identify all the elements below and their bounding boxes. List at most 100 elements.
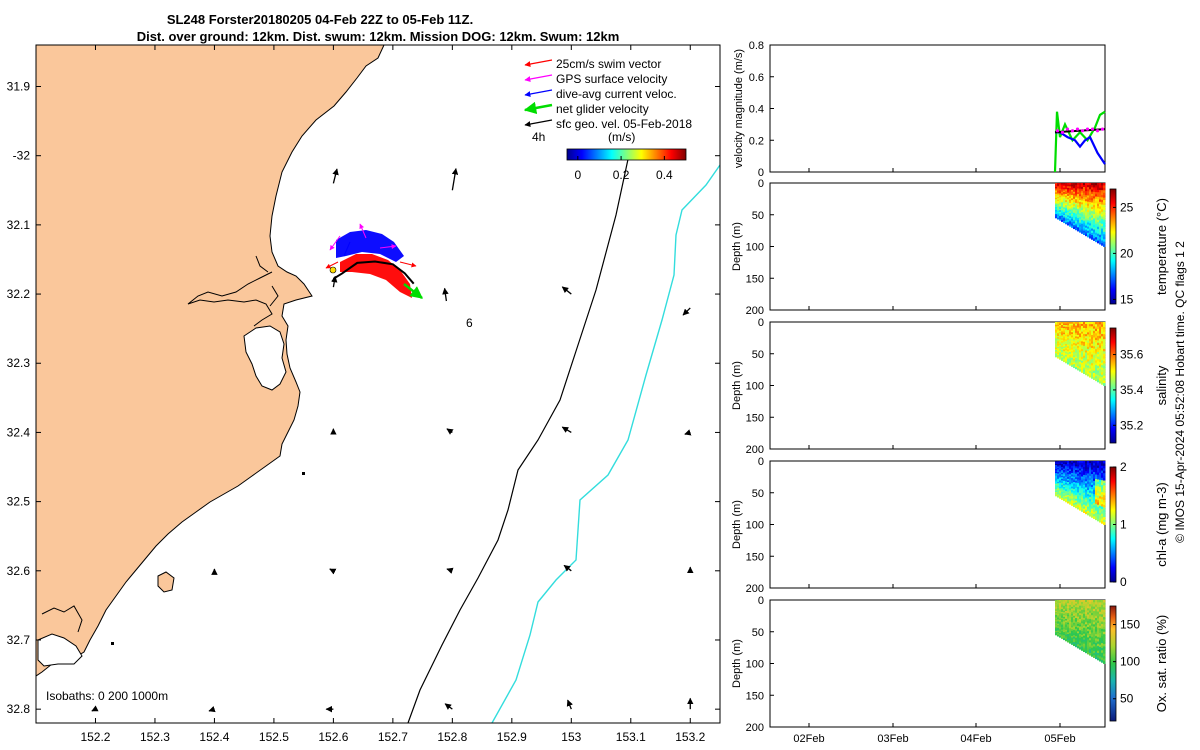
heatmap-cell <box>1089 610 1092 614</box>
map-x-tick-label: 152.2 <box>80 730 110 744</box>
heatmap-cell <box>1059 601 1062 604</box>
heatmap-cell <box>1069 485 1072 489</box>
heatmap-cell <box>1063 337 1066 340</box>
heatmap-cell <box>1075 489 1078 493</box>
heatmap-cell <box>1103 519 1106 523</box>
heatmap-cell <box>1099 651 1102 655</box>
heatmap-cell <box>1075 215 1078 218</box>
heatmap-cell <box>1063 630 1066 633</box>
heatmap-cell <box>1055 481 1058 483</box>
legend-item: dive-avg current veloc. <box>524 87 677 101</box>
heatmap-cell <box>1101 350 1104 354</box>
heatmap-cell <box>1057 183 1060 185</box>
heatmap-cell <box>1061 348 1064 351</box>
heatmap-cell <box>1091 493 1094 497</box>
heatmap-cell <box>1065 197 1068 200</box>
heatmap-cell <box>1063 467 1066 470</box>
heatmap-cell <box>1077 640 1080 643</box>
heatmap-cell <box>1087 228 1090 232</box>
heatmap-cell <box>1075 186 1078 189</box>
heatmap-cell <box>1085 602 1088 605</box>
heatmap-cell <box>1093 328 1096 332</box>
heatmap-cell <box>1089 338 1092 342</box>
heatmap-cell <box>1067 640 1070 643</box>
heatmap-cell <box>1095 364 1098 368</box>
heatmap-cell <box>1079 215 1082 218</box>
heatmap-cell <box>1091 461 1094 464</box>
heatmap-cell <box>1093 335 1096 338</box>
map-y-tick-label: 32.2 <box>7 287 31 301</box>
heatmap-cell <box>1095 367 1098 370</box>
heatmap-cell <box>1085 650 1088 654</box>
heatmap-cell <box>1061 342 1064 345</box>
heatmap-cell <box>1075 345 1078 348</box>
heatmap-cell <box>1095 633 1098 637</box>
heatmap-cell <box>1079 207 1082 210</box>
heatmap-cell <box>1083 488 1086 492</box>
heatmap-cell <box>1071 188 1074 191</box>
heatmap-cell <box>1087 191 1090 194</box>
heatmap-cell <box>1073 365 1076 369</box>
heatmap-cell <box>1087 496 1090 499</box>
heatmap-cell <box>1103 341 1106 345</box>
heatmap-cell <box>1099 225 1102 229</box>
heatmap-cell <box>1065 637 1068 640</box>
heatmap-cell <box>1055 465 1058 467</box>
heatmap-cell <box>1061 327 1064 330</box>
heatmap-cell <box>1095 369 1098 373</box>
heatmap-cell <box>1083 462 1086 466</box>
heatmap-cell <box>1089 229 1092 233</box>
heatmap-cell <box>1067 334 1070 337</box>
heatmap-cell <box>1099 359 1102 363</box>
heatmap-cell <box>1075 210 1078 213</box>
heatmap-cell <box>1057 326 1060 328</box>
heatmap-cell <box>1059 478 1062 481</box>
heatmap-cell <box>1055 343 1058 346</box>
heatmap-cell <box>1091 465 1094 468</box>
heatmap-cell <box>1091 647 1094 651</box>
heatmap-cell <box>1085 209 1088 212</box>
heatmap-cell <box>1077 505 1080 508</box>
heatmap-cell <box>1083 345 1086 349</box>
heatmap-cell <box>1089 193 1092 197</box>
heatmap-cell <box>1101 611 1104 615</box>
heatmap-cell <box>1079 205 1082 208</box>
heatmap-cell <box>1101 183 1104 186</box>
heatmap-cell <box>1059 620 1062 622</box>
heatmap-cell <box>1071 327 1074 330</box>
heatmap-cell <box>1067 323 1070 326</box>
heatmap-cell <box>1057 612 1060 615</box>
heatmap-cell <box>1073 351 1076 354</box>
heatmap-cell <box>1069 633 1072 636</box>
heatmap-cell <box>1099 479 1102 483</box>
heatmap-cell <box>1075 495 1078 498</box>
heatmap-cell <box>1057 348 1060 351</box>
heatmap-cell <box>1073 608 1076 611</box>
heatmap-cell <box>1081 466 1084 470</box>
heatmap-cell <box>1093 637 1096 641</box>
heatmap-cell <box>1071 479 1074 482</box>
heatmap-cell <box>1083 482 1086 486</box>
heatmap-cell <box>1055 632 1058 634</box>
heatmap-cell <box>1103 619 1106 623</box>
heatmap-cell <box>1085 205 1088 208</box>
heatmap-cell <box>1071 620 1074 623</box>
heatmap-cell <box>1071 490 1074 493</box>
heatmap-cell <box>1091 482 1094 486</box>
heatmap-cell <box>1067 499 1070 502</box>
heatmap-cell <box>1075 202 1078 206</box>
heatmap-cell <box>1077 605 1080 608</box>
geo-vector <box>451 168 459 191</box>
heatmap-cell <box>1101 329 1104 332</box>
heatmap-cell <box>1079 493 1082 496</box>
heatmap-cell <box>1089 197 1092 201</box>
heatmap-cell <box>1093 467 1096 471</box>
heatmap-cell <box>1089 336 1092 340</box>
heatmap-cell <box>1093 194 1096 197</box>
heatmap-cell <box>1095 510 1098 514</box>
heatmap-cell <box>1077 644 1080 647</box>
heatmap-cell <box>1075 354 1078 357</box>
heatmap-cell <box>1063 476 1066 479</box>
heatmap-cell <box>1067 333 1070 336</box>
heatmap-cell <box>1071 205 1074 208</box>
